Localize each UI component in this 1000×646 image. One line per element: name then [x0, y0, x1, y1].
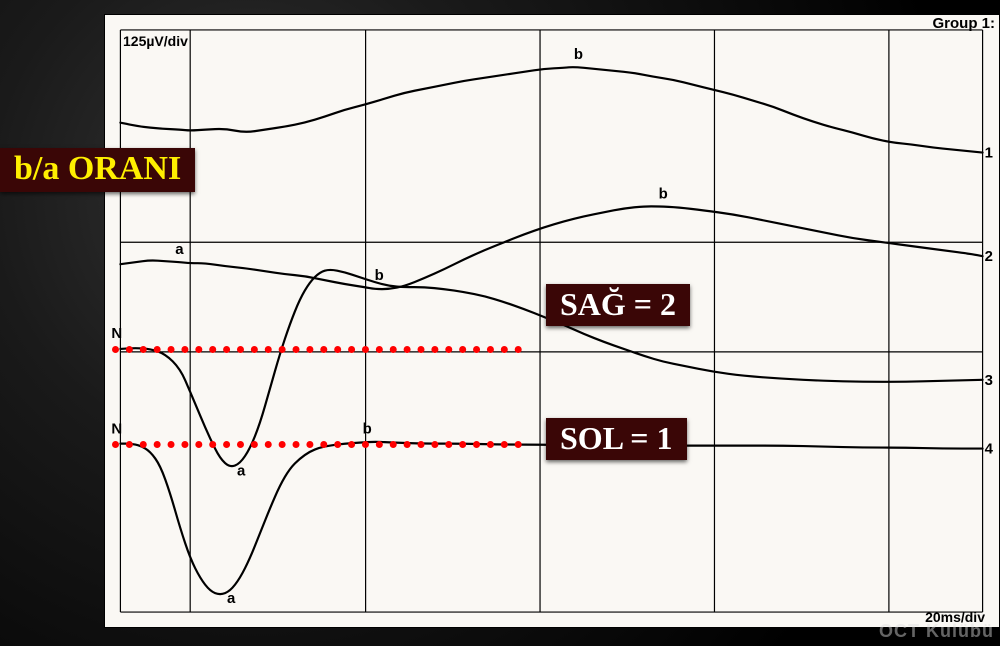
watermark: OCT Kulübü — [879, 621, 994, 642]
slide-stage: b1abb2Na3Nab4 125µV/div 20ms/div Group 1… — [0, 0, 1000, 646]
svg-text:3: 3 — [985, 372, 993, 389]
top-right-group-text: Group 1: — [933, 15, 996, 32]
title-banner-text: b/a ORANI — [14, 150, 181, 187]
svg-text:a: a — [227, 590, 236, 607]
svg-text:N: N — [111, 325, 122, 342]
baseline-dotted-line-2 — [112, 441, 522, 448]
svg-text:4: 4 — [985, 441, 994, 458]
svg-text:b: b — [574, 46, 583, 63]
right-eye-label: SAĞ = 2 — [546, 284, 690, 326]
title-banner: b/a ORANI — [0, 148, 195, 192]
svg-text:b: b — [659, 185, 668, 202]
svg-text:2: 2 — [985, 248, 993, 265]
svg-text:b: b — [363, 421, 372, 438]
right-eye-label-text: SAĞ = 2 — [560, 286, 676, 322]
watermark-text: OCT Kulübü — [879, 621, 994, 641]
svg-text:1: 1 — [985, 145, 993, 162]
svg-text:a: a — [175, 241, 184, 258]
svg-text:N: N — [111, 421, 122, 438]
svg-text:a: a — [237, 462, 246, 479]
left-eye-label-text: SOL = 1 — [560, 420, 673, 456]
left-eye-label: SOL = 1 — [546, 418, 687, 460]
y-axis-label: 125µV/div — [123, 33, 188, 49]
baseline-dotted-line-1 — [112, 346, 522, 353]
